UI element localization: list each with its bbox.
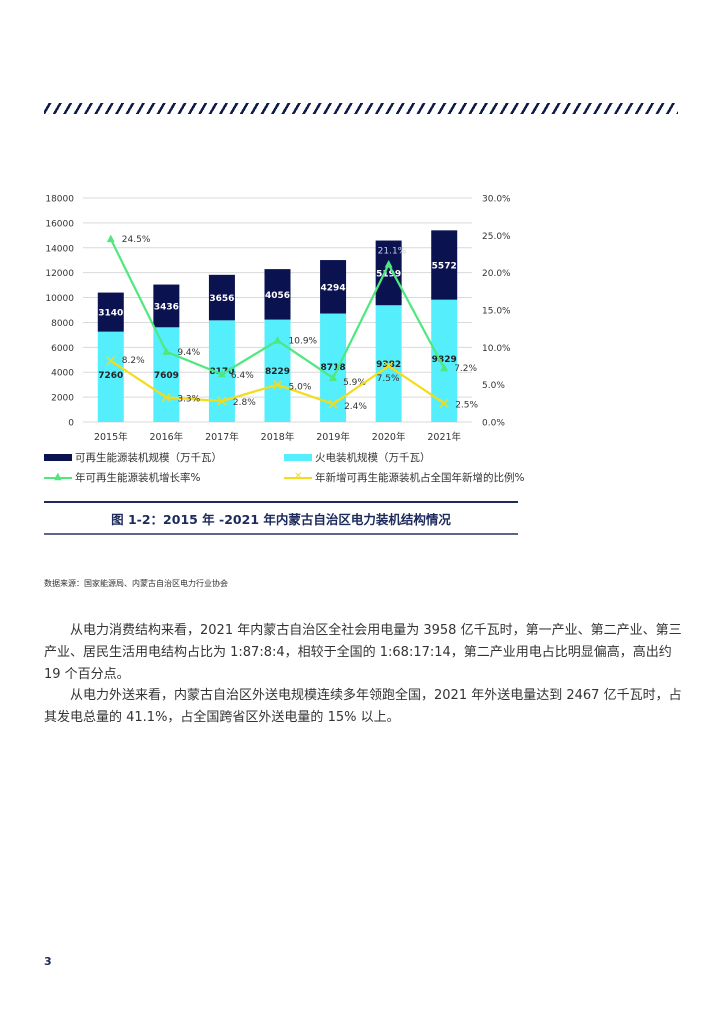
thermal-bar bbox=[97, 331, 124, 422]
share-value-label: 8.2% bbox=[122, 356, 145, 366]
x-axis-tick: 2019年 bbox=[316, 431, 350, 443]
share-value-label: 5.0% bbox=[289, 383, 312, 393]
x-axis-tick: 2020年 bbox=[372, 431, 406, 443]
renewable-bar bbox=[375, 240, 402, 306]
thermal-value-label: 8718 bbox=[321, 363, 346, 373]
left-axis-tick: 8000 bbox=[51, 319, 74, 329]
left-axis-tick: 12000 bbox=[45, 269, 74, 279]
body-paragraph-export: 从电力外送来看，内蒙古自治区外送电规模连续多年领跑全国，2021 年外送电量达到… bbox=[44, 688, 682, 725]
left-axis-tick: 14000 bbox=[45, 244, 74, 254]
left-axis-tick: 2000 bbox=[51, 394, 74, 404]
share-value-label: 2.8% bbox=[233, 398, 256, 408]
share-value-label: 2.5% bbox=[455, 400, 478, 410]
renewable-bar bbox=[97, 292, 124, 332]
renewable-value-label: 3656 bbox=[209, 294, 234, 304]
left-axis-tick: 10000 bbox=[45, 294, 74, 304]
thermal-bar bbox=[153, 327, 180, 422]
left-axis-tick: 6000 bbox=[51, 344, 74, 354]
growth-value-label: 9.4% bbox=[177, 348, 200, 358]
triangle-marker-icon bbox=[329, 373, 338, 381]
growth-value-label: 10.9% bbox=[289, 337, 318, 347]
right-axis-tick: 30.0% bbox=[482, 195, 511, 205]
right-axis-tick: 0.0% bbox=[482, 419, 505, 429]
share-value-label: 7.5% bbox=[377, 374, 400, 384]
x-marker-icon bbox=[217, 396, 227, 406]
x-marker-icon bbox=[384, 361, 394, 371]
thermal-value-label: 7609 bbox=[154, 371, 179, 381]
right-axis-tick: 25.0% bbox=[482, 232, 511, 242]
renewable-value-label: 5199 bbox=[376, 269, 401, 279]
legend-item-growth: ▲ 年可再生能源装机增长率% bbox=[44, 470, 200, 485]
renewable-bar bbox=[320, 260, 347, 314]
x-axis-tick: 2016年 bbox=[150, 431, 184, 443]
x-marker-icon: ✕ bbox=[284, 471, 312, 482]
triangle-marker-icon: ▲ bbox=[44, 471, 72, 482]
thermal-swatch bbox=[284, 454, 312, 461]
share-value-label: 2.4% bbox=[344, 402, 367, 412]
renewable-value-label: 3436 bbox=[154, 302, 179, 312]
triangle-marker-icon bbox=[440, 363, 449, 372]
x-marker-icon bbox=[106, 356, 116, 366]
page-number: 3 bbox=[44, 955, 52, 968]
legend-item-renewable: 可再生能源装机规模（万千瓦） bbox=[44, 450, 222, 465]
renewable-value-label: 3140 bbox=[98, 309, 123, 319]
renewable-bar bbox=[153, 284, 180, 328]
x-axis-tick: 2021年 bbox=[427, 431, 461, 443]
legend-item-share: ✕ 年新增可再生能源装机占全国年新增的比例% bbox=[284, 470, 524, 485]
chart-legend: 可再生能源装机规模（万千瓦） 火电装机规模（万千瓦） ▲ 年可再生能源装机增长率… bbox=[44, 450, 524, 490]
share-value-label: 3.3% bbox=[177, 394, 200, 404]
triangle-marker-icon bbox=[217, 369, 226, 378]
thermal-bar bbox=[431, 299, 458, 422]
triangle-marker-icon bbox=[384, 259, 393, 268]
left-axis-tick: 0 bbox=[68, 419, 74, 429]
legend-label: 火电装机规模（万千瓦） bbox=[315, 452, 431, 464]
x-marker-icon bbox=[328, 399, 338, 409]
left-axis-tick: 4000 bbox=[51, 369, 74, 379]
renewable-value-label: 5572 bbox=[432, 262, 457, 272]
thermal-value-label: 7260 bbox=[98, 371, 123, 381]
growth-value-label: 21.1% bbox=[378, 246, 407, 256]
renewable-value-label: 4056 bbox=[265, 291, 290, 301]
x-axis-tick: 2018年 bbox=[261, 431, 295, 443]
right-axis-tick: 20.0% bbox=[482, 269, 511, 279]
x-marker-icon bbox=[272, 380, 283, 390]
triangle-marker-icon bbox=[273, 336, 282, 344]
triangle-marker-icon bbox=[162, 347, 171, 355]
legend-label: 年新增可再生能源装机占全国年新增的比例% bbox=[315, 472, 525, 484]
thermal-value-label: 8229 bbox=[265, 367, 290, 377]
growth-value-label: 5.9% bbox=[343, 378, 366, 388]
right-axis-tick: 15.0% bbox=[482, 307, 511, 317]
growth-value-label: 6.4% bbox=[231, 371, 254, 381]
thermal-value-label: 9829 bbox=[432, 355, 457, 365]
caption-top-rule bbox=[44, 501, 518, 503]
caption-bottom-rule bbox=[44, 533, 518, 535]
thermal-bar bbox=[375, 305, 402, 422]
legend-label: 年可再生能源装机增长率% bbox=[75, 472, 201, 484]
legend-item-thermal: 火电装机规模（万千瓦） bbox=[284, 450, 431, 465]
x-axis-tick: 2017年 bbox=[205, 431, 239, 443]
renewable-bar bbox=[264, 269, 291, 320]
x-axis-tick: 2015年 bbox=[94, 431, 128, 443]
power-capacity-chart: 0 2000 4000 6000 8000 10000 12000 14000 16000 180… bbox=[45, 195, 511, 444]
growth-value-label: 24.5% bbox=[122, 235, 151, 245]
left-axis-tick: 18000 bbox=[45, 195, 74, 205]
decorative-hatch-divider bbox=[44, 103, 678, 114]
data-source: 数据来源：国家能源局、内蒙古自治区电力行业协会 bbox=[44, 579, 228, 588]
right-axis-tick: 10.0% bbox=[482, 344, 511, 354]
x-marker-icon bbox=[161, 392, 171, 402]
body-paragraph-consumption: 从电力消费结构来看，2021 年内蒙古自治区全社会用电量为 3958 亿千瓦时，… bbox=[44, 623, 682, 682]
triangle-marker-icon bbox=[106, 234, 115, 243]
figure-caption: 图 1-2：2015 年 -2021 年内蒙古自治区电力装机结构情况 bbox=[111, 512, 451, 527]
renewable-bar bbox=[431, 230, 458, 300]
renewable-swatch bbox=[44, 454, 72, 461]
legend-label: 可再生能源装机规模（万千瓦） bbox=[75, 452, 222, 464]
x-marker-icon bbox=[439, 398, 449, 408]
right-axis-tick: 5.0% bbox=[482, 381, 505, 391]
growth-value-label: 7.2% bbox=[454, 364, 477, 374]
left-axis-tick: 16000 bbox=[45, 219, 74, 229]
renewable-value-label: 4294 bbox=[321, 283, 346, 293]
renewable-bar bbox=[208, 274, 235, 321]
